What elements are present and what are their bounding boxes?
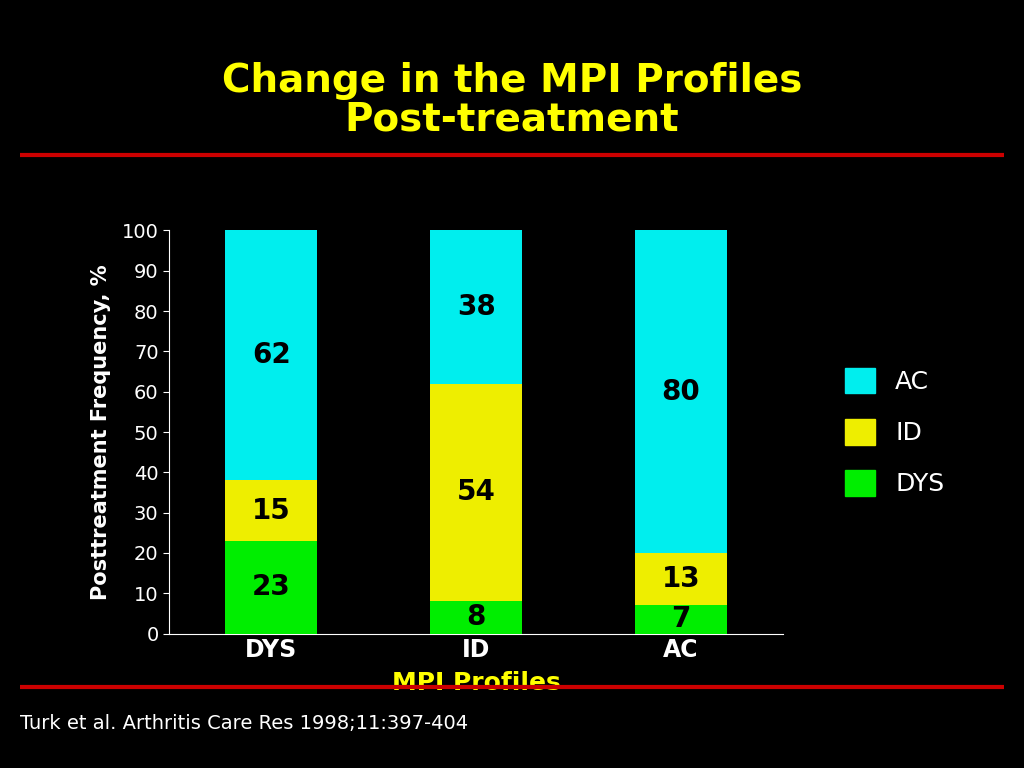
Bar: [635, 605, 727, 634]
Text: 15: 15: [252, 497, 291, 525]
Bar: [225, 481, 317, 541]
Text: Change in the MPI Profiles: Change in the MPI Profiles: [222, 61, 802, 100]
Text: 7: 7: [672, 605, 690, 634]
X-axis label: MPI Profiles: MPI Profiles: [392, 670, 560, 695]
Text: Post-treatment: Post-treatment: [345, 100, 679, 138]
Text: 38: 38: [457, 293, 496, 321]
Text: 23: 23: [252, 573, 291, 601]
Legend: AC, ID, DYS: AC, ID, DYS: [833, 355, 956, 509]
Text: 54: 54: [457, 478, 496, 506]
Text: 62: 62: [252, 342, 291, 369]
Bar: [430, 384, 522, 601]
Bar: [225, 541, 317, 634]
Text: 8: 8: [467, 604, 485, 631]
Text: Turk et al. Arthritis Care Res 1998;11:397-404: Turk et al. Arthritis Care Res 1998;11:3…: [20, 714, 469, 733]
Y-axis label: Posttreatment Frequency, %: Posttreatment Frequency, %: [90, 264, 111, 600]
Bar: [225, 230, 317, 481]
Bar: [635, 230, 727, 553]
Bar: [635, 553, 727, 605]
Bar: [430, 601, 522, 634]
Bar: [430, 230, 522, 384]
Text: 80: 80: [662, 378, 700, 406]
Text: 13: 13: [662, 565, 700, 593]
